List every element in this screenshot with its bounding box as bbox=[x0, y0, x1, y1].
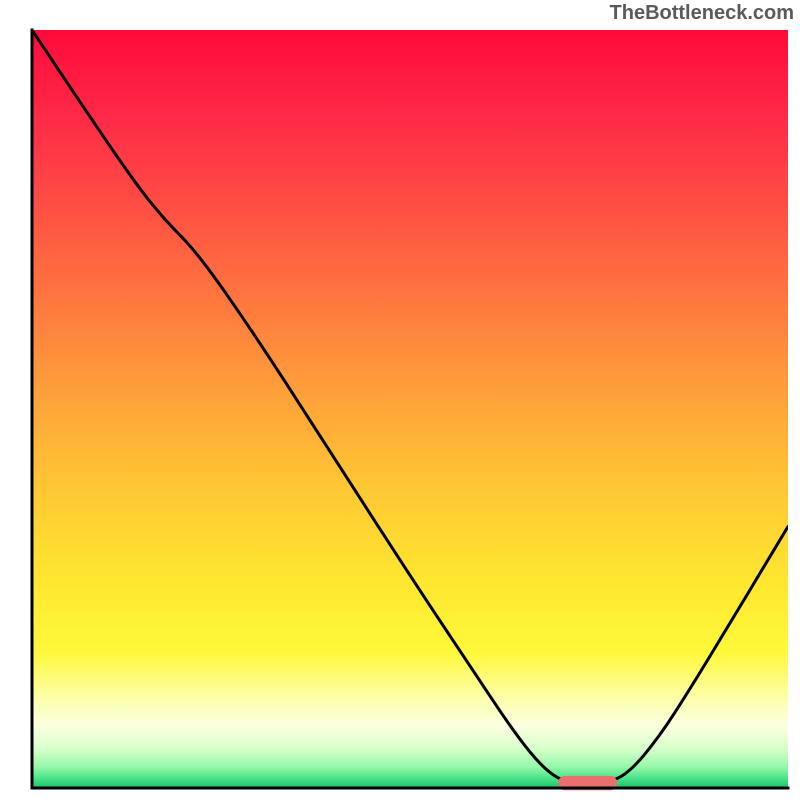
plot-background bbox=[32, 30, 788, 788]
watermark-text: TheBottleneck.com bbox=[610, 2, 794, 25]
chart-canvas: TheBottleneck.com bbox=[0, 0, 800, 800]
bottleneck-chart-svg bbox=[0, 0, 800, 800]
